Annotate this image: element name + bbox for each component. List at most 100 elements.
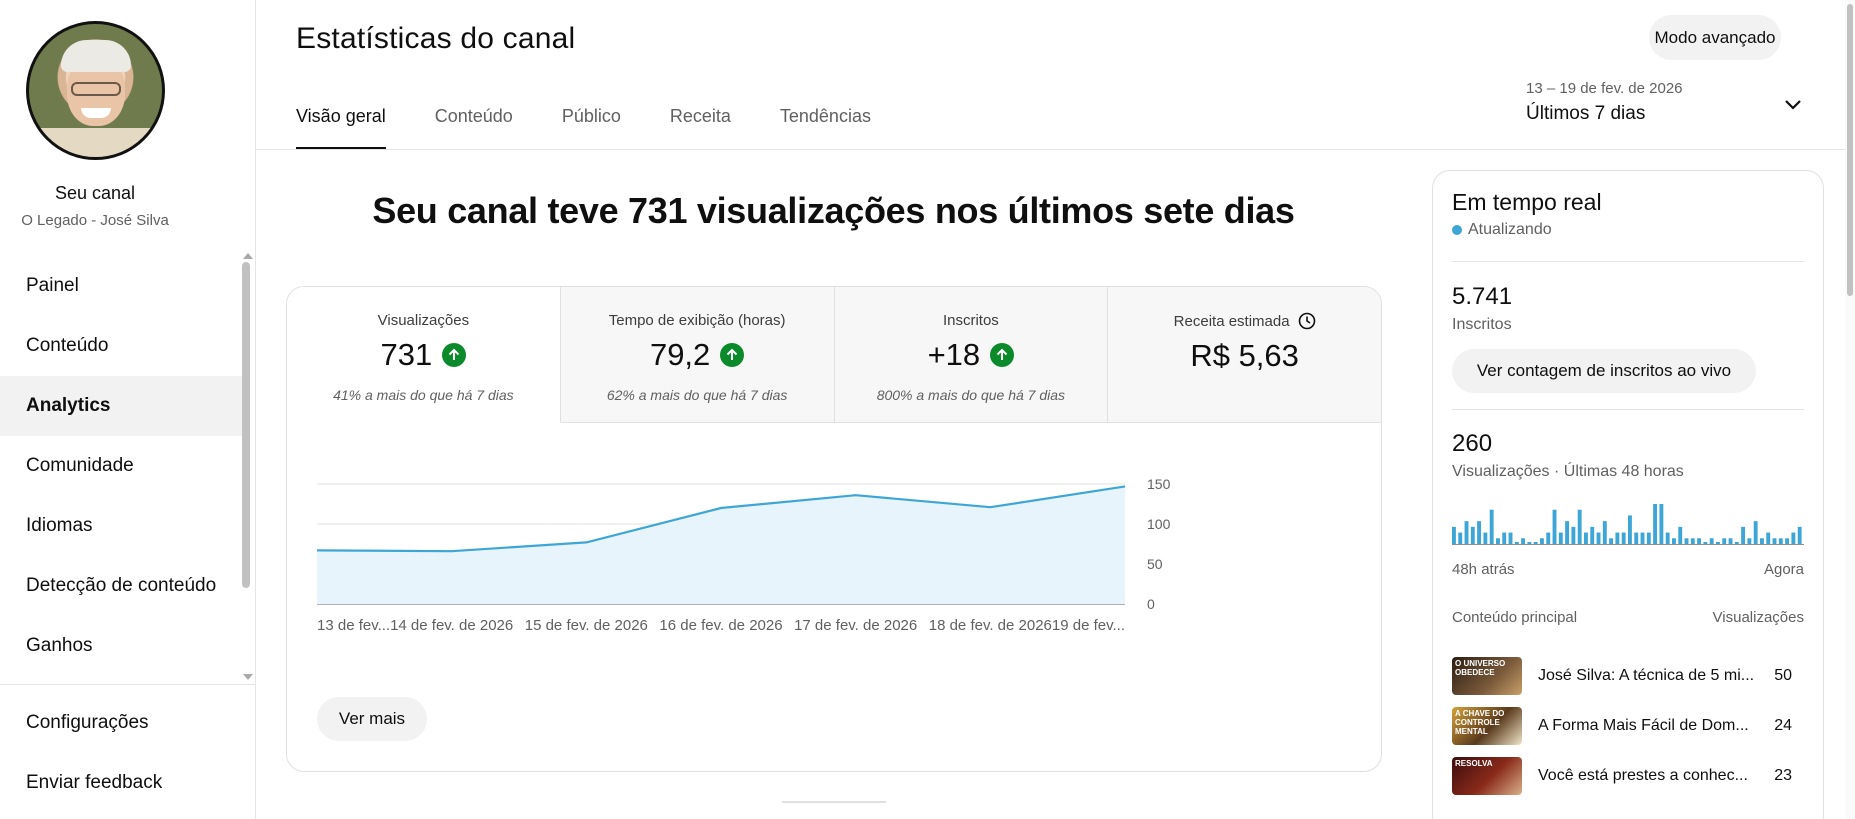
tab-receita[interactable]: Receita <box>669 106 731 126</box>
sidebar-item-comunidade[interactable]: Comunidade <box>26 455 134 476</box>
realtime-bar <box>1672 538 1676 544</box>
realtime-bar <box>1690 538 1695 544</box>
realtime-status: Atualizando <box>1452 221 1552 239</box>
realtime-bar <box>1766 532 1771 544</box>
realtime-bar <box>1760 538 1764 544</box>
realtime-bar <box>1502 532 1507 544</box>
live-subscriber-count-button[interactable]: Ver contagem de inscritos ao vivo <box>1452 349 1756 393</box>
realtime-bar <box>1452 526 1456 544</box>
tab-tendencias[interactable]: Tendências <box>779 106 871 126</box>
advanced-mode-button[interactable]: Modo avançado <box>1649 15 1781 60</box>
sidebar-item-deteccao[interactable]: Detecção de conteúdo <box>26 575 217 596</box>
realtime-bar <box>1797 526 1802 544</box>
sidebar-item-idiomas[interactable]: Idiomas <box>26 515 93 536</box>
realtime-bar <box>1791 532 1796 544</box>
sidebar-scroll-up-icon[interactable] <box>243 253 253 259</box>
chart-y-tick-label: 150 <box>1147 476 1171 492</box>
metric-value-text: R$ 5,63 <box>1190 338 1299 373</box>
realtime-bar <box>1508 532 1513 544</box>
tab-visao-geral[interactable]: Visão geral <box>296 94 386 150</box>
tab-publico[interactable]: Público <box>561 106 621 126</box>
metric-value-text: 79,2 <box>649 337 711 372</box>
realtime-bar <box>1577 509 1582 544</box>
video-thumbnail[interactable]: A CHAVE DO CONTROLE MENTAL <box>1452 707 1522 745</box>
video-thumbnail[interactable]: RESOLVA <box>1452 757 1522 795</box>
realtime-bar <box>1621 532 1626 544</box>
realtime-status-text: Atualizando <box>1468 221 1552 238</box>
sidebar-bottom-nav: Configurações Enviar feedback <box>0 693 248 813</box>
chart-x-tick-label: 14 de fev. de 2026 <box>390 617 513 634</box>
date-range[interactable]: 13 – 19 de fev. de 2026 <box>1526 80 1683 97</box>
page-scrollbar-thumb[interactable] <box>1847 4 1853 296</box>
sidebar-item-conteudo[interactable]: Conteúdo <box>26 335 109 356</box>
page-scrollbar-track[interactable] <box>1845 0 1855 819</box>
video-views: 50 <box>1774 667 1792 684</box>
views-48h-count: 260 <box>1452 430 1493 457</box>
list-item[interactable]: O UNIVERSO OBEDECE José Silva: A técnica… <box>1452 651 1804 701</box>
chart-y-tick-label: 50 <box>1147 556 1163 572</box>
metric-value: +18 <box>835 337 1108 373</box>
video-title[interactable]: A Forma Mais Fácil de Dom... <box>1538 717 1749 734</box>
realtime-bar <box>1458 532 1463 544</box>
avatar-glasses <box>71 82 121 96</box>
analytics-tabs: Visão geral Conteúdo Público Receita Ten… <box>296 94 920 150</box>
realtime-bar <box>1615 532 1620 544</box>
metric-subscribers[interactable]: Inscritos +18 800% a mais do que há 7 di… <box>834 287 1109 423</box>
metric-value: R$ 5,63 <box>1108 338 1381 374</box>
top-content-views-header: Visualizações <box>1712 609 1804 626</box>
sidebar-item-feedback[interactable]: Enviar feedback <box>26 772 163 793</box>
realtime-bar <box>1483 532 1488 544</box>
chart-x-tick-label: 18 de fev. de 2026 <box>929 617 1052 634</box>
sidebar-item-analytics[interactable]: Analytics <box>0 376 248 436</box>
views-chart[interactable]: 0 50 100 150 13 de fev... 14 de fev. de 2026 1… <box>317 464 1367 664</box>
realtime-bar <box>1753 521 1758 544</box>
list-item[interactable]: A CHAVE DO CONTROLE MENTAL A Forma Mais … <box>1452 701 1804 751</box>
video-views: 24 <box>1774 717 1792 734</box>
realtime-bar <box>1697 538 1702 544</box>
list-item[interactable]: RESOLVA Você está prestes a conhec... 23 <box>1452 751 1804 801</box>
realtime-bar <box>1527 542 1532 544</box>
metric-revenue[interactable]: Receita estimada R$ 5,63 <box>1108 287 1381 423</box>
see-more-button[interactable]: Ver mais <box>317 697 427 741</box>
realtime-bar <box>1734 542 1739 544</box>
metric-note: 62% a mais do que há 7 dias <box>606 387 788 403</box>
realtime-bar-chart[interactable] <box>1452 504 1804 554</box>
sidebar: Seu canal O Legado - José Silva Painel C… <box>0 0 256 819</box>
live-dot-icon <box>1452 225 1462 235</box>
chart-y-tick-label: 0 <box>1147 596 1155 612</box>
realtime-bar <box>1778 538 1783 544</box>
metric-views[interactable]: Visualizações 731 41% a mais do que há 7… <box>287 287 561 423</box>
realtime-bar <box>1533 542 1538 544</box>
realtime-bar <box>1521 538 1526 544</box>
realtime-bar <box>1747 538 1752 544</box>
sidebar-scrollbar[interactable] <box>242 262 250 588</box>
realtime-bar <box>1703 542 1708 544</box>
realtime-divider <box>1452 261 1804 262</box>
chevron-down-icon[interactable] <box>1784 96 1802 114</box>
sidebar-item-ganhos[interactable]: Ganhos <box>26 635 93 656</box>
metric-note: 800% a mais do que há 7 dias <box>876 387 1066 403</box>
video-title[interactable]: José Silva: A técnica de 5 mi... <box>1538 667 1755 684</box>
realtime-bar <box>1470 526 1475 544</box>
realtime-bar <box>1716 542 1720 544</box>
realtime-bar <box>1565 521 1570 544</box>
channel-avatar[interactable] <box>26 21 165 160</box>
video-title[interactable]: Você está prestes a conhec... <box>1538 767 1748 784</box>
metric-value: 731 <box>287 337 560 373</box>
realtime-title: Em tempo real <box>1452 189 1602 215</box>
sidebar-item-configuracoes[interactable]: Configurações <box>26 712 149 733</box>
avatar-shirt <box>29 128 162 157</box>
realtime-panel: Em tempo real Atualizando 5.741 Inscrito… <box>1432 170 1824 819</box>
tab-conteudo[interactable]: Conteúdo <box>434 106 513 126</box>
metric-label: Receita estimada <box>1108 312 1381 330</box>
metric-watch-time[interactable]: Tempo de exibição (horas) 79,2 62% a mai… <box>560 287 835 423</box>
video-thumbnail[interactable]: O UNIVERSO OBEDECE <box>1452 657 1522 695</box>
header-divider <box>256 149 1845 150</box>
date-period[interactable]: Últimos 7 dias <box>1526 103 1646 124</box>
sidebar-item-painel[interactable]: Painel <box>26 275 79 296</box>
chart-area-fill <box>317 486 1125 604</box>
arrow-up-icon <box>720 343 745 367</box>
realtime-bar <box>1653 504 1658 544</box>
chart-x-tick-label: 13 de fev... <box>317 617 390 634</box>
sidebar-scroll-down-icon[interactable] <box>243 674 253 680</box>
